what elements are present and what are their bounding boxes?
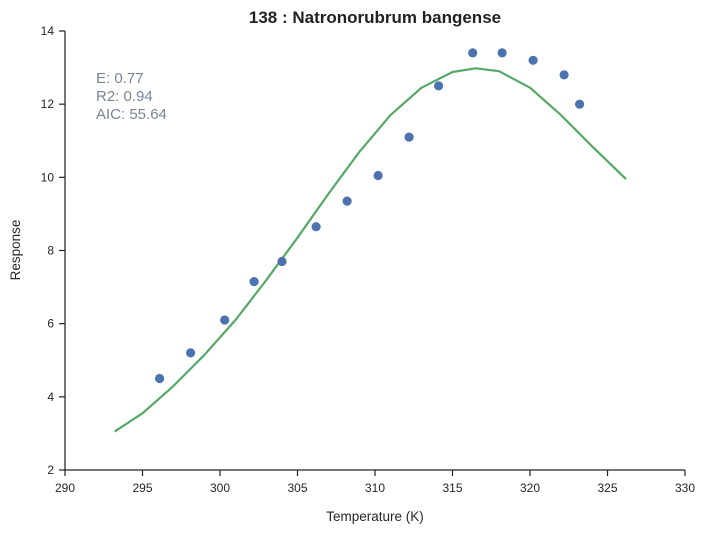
y-axis-label: Response [8,220,23,281]
data-point [155,373,165,384]
data-point [220,315,230,325]
data-point [311,222,321,232]
data-point [342,196,352,206]
y-tick-label: 10 [41,170,55,184]
fit-stat-r2: R2: 0.94 [96,88,153,105]
x-tick-label: 320 [520,481,540,495]
y-tick-label: 14 [41,24,55,38]
axes: 290 295 300 305 310 315 320 325 330 2 4 6 8 10 12 14 [41,24,696,495]
data-point [186,348,196,358]
chart-title: 138 : Natronorubrum bangense [249,8,501,27]
x-tick-label: 300 [210,481,230,495]
y-tick-label: 12 [41,97,55,111]
y-tick-label: 2 [47,463,54,477]
scatter-points-layer [155,48,585,384]
data-point [434,81,444,91]
x-tick-label: 330 [675,481,695,495]
fit-stat-e: E: 0.77 [96,70,144,87]
x-tick-label: 295 [132,481,152,495]
fit-stat-aic: AIC: 55.64 [96,106,167,123]
fit-stats: E: 0.77 R2: 0.94 AIC: 55.64 [96,70,167,123]
data-point [528,55,538,65]
y-tick-label: 6 [47,317,54,331]
y-tick-label: 4 [47,390,54,404]
fit-curve [113,67,627,433]
data-point [373,170,383,181]
x-tick-label: 315 [442,481,462,495]
data-point [277,256,287,267]
data-point [404,132,414,142]
x-tick-label: 310 [365,481,385,495]
data-point [468,48,478,58]
data-point [575,99,585,109]
x-tick-label: 290 [55,481,75,495]
data-point [249,277,259,287]
x-tick-label: 325 [597,481,617,495]
data-point [497,48,507,58]
x-axis-label: Temperature (K) [326,509,424,524]
data-point [559,70,569,80]
fit-curve-layer [113,67,627,433]
y-tick-label: 8 [47,244,54,258]
x-tick-label: 305 [287,481,307,495]
